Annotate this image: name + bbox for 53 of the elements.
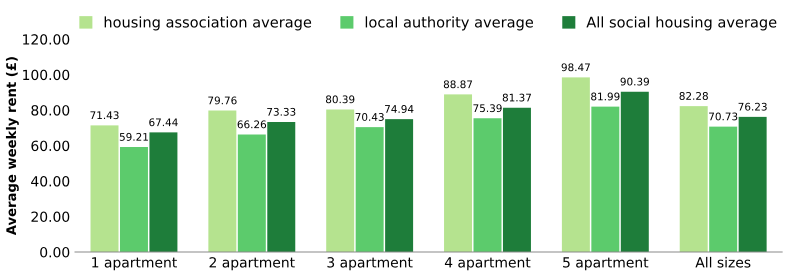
bar bbox=[120, 147, 148, 252]
data-label: 67.44 bbox=[149, 118, 178, 126]
y-tick-label: 100.00 bbox=[23, 70, 70, 80]
x-tick-label: 5 apartment bbox=[563, 257, 648, 270]
y-tick-label: 60.00 bbox=[31, 140, 70, 152]
bar bbox=[326, 109, 354, 252]
data-label: 76.23 bbox=[738, 102, 767, 111]
bar bbox=[90, 125, 119, 252]
x-tick-label: 1 apartment bbox=[92, 257, 177, 270]
bar bbox=[680, 106, 708, 252]
y-tick-label: 120.00 bbox=[23, 34, 70, 45]
data-label: 70.73 bbox=[709, 112, 738, 120]
x-tick-label: 4 apartment bbox=[444, 257, 530, 270]
bar bbox=[238, 134, 266, 252]
legend-label: local authority average bbox=[366, 16, 534, 30]
data-label: 73.33 bbox=[267, 108, 296, 116]
data-label: 59.21 bbox=[120, 132, 148, 141]
data-label: 88.87 bbox=[444, 80, 472, 88]
y-tick-label: 20.00 bbox=[31, 212, 70, 222]
data-label: 79.76 bbox=[208, 96, 237, 104]
data-label: 70.43 bbox=[356, 113, 384, 121]
bar bbox=[474, 118, 502, 252]
bar bbox=[591, 106, 620, 252]
bar bbox=[149, 132, 178, 252]
bar bbox=[738, 116, 767, 252]
y-tick-label: 40.00 bbox=[31, 176, 70, 187]
data-label: 75.39 bbox=[473, 104, 502, 112]
data-label: 90.39 bbox=[620, 78, 649, 86]
bar bbox=[502, 108, 531, 252]
data-label: 82.28 bbox=[680, 92, 708, 100]
bar bbox=[385, 119, 414, 252]
bar bbox=[444, 94, 472, 252]
y-tick-label: 80.00 bbox=[31, 105, 70, 116]
bar bbox=[208, 110, 236, 252]
data-label: 98.47 bbox=[562, 63, 590, 72]
x-tick-label: All sizes bbox=[695, 256, 750, 268]
data-label: 66.26 bbox=[238, 120, 266, 128]
y-axis-title: Average weekly rent (£) bbox=[6, 57, 19, 236]
x-tick-label: 3 apartment bbox=[327, 257, 413, 270]
y-tick-label: 0.00 bbox=[40, 246, 70, 258]
bar bbox=[562, 77, 590, 252]
bar bbox=[709, 126, 738, 252]
x-tick-label: 2 apartment bbox=[210, 257, 295, 270]
bar bbox=[356, 127, 384, 252]
bar bbox=[620, 92, 649, 252]
data-label: 71.43 bbox=[90, 111, 119, 120]
bar bbox=[267, 122, 296, 252]
legend-label: housing association average bbox=[104, 16, 312, 30]
data-label: 74.94 bbox=[385, 105, 414, 113]
legend-label: All social housing average bbox=[586, 16, 776, 30]
data-label: 80.39 bbox=[326, 95, 354, 104]
data-label: 81.37 bbox=[502, 94, 531, 102]
data-label: 81.99 bbox=[591, 92, 620, 100]
